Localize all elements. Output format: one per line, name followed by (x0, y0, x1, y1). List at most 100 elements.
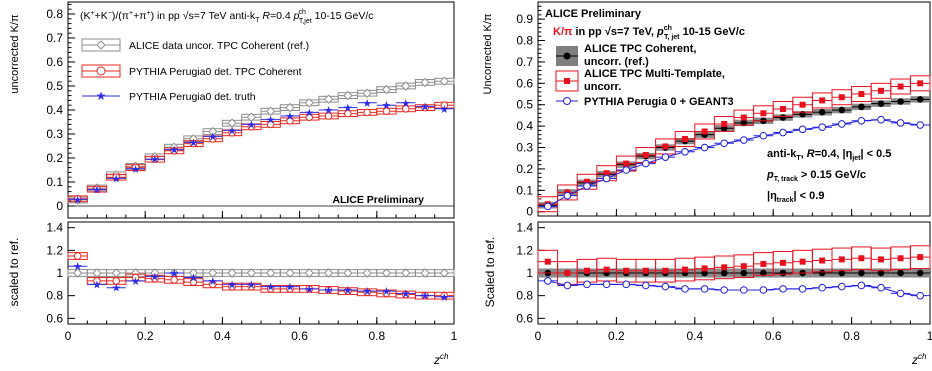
ratio-data-point: ★ (73, 261, 83, 273)
right-annotations: anti-kT, R=0.4, |ηjet| < 0.5 pT, track >… (766, 148, 891, 204)
ratio-data-point (720, 286, 729, 294)
ratio-data-point (642, 267, 649, 274)
right-legend: ALICE TPC Coherent, uncorr. (ref.) ALICE… (555, 43, 734, 108)
data-point (324, 112, 333, 120)
data-point (622, 166, 631, 174)
ratio-data-point (344, 287, 352, 295)
ratio-y-tick-label: 1.2 (516, 243, 533, 257)
data-point: ★ (150, 154, 160, 166)
ratio-data-point (228, 282, 236, 291)
ratio-data-point (838, 269, 846, 277)
y-tick-label: 0.7 (516, 55, 533, 69)
left-watermark: ALICE Preliminary (332, 194, 424, 206)
ratio-data-point (779, 269, 787, 277)
x-tick-label: 1 (927, 329, 932, 343)
ratio-data-point (877, 283, 885, 292)
ratio-data-point (701, 265, 708, 272)
y-tick-label: 0.1 (46, 175, 63, 189)
y-tick-label: 0.3 (516, 141, 533, 155)
ratio-data-point (265, 268, 276, 278)
data-point (642, 159, 650, 168)
data-point (838, 120, 846, 128)
data-point (344, 109, 352, 118)
open-circle-marker-icon (563, 97, 571, 105)
ratio-data-point (151, 274, 159, 283)
right-panel: 0 0.1 0.2 0.3 0.4 0.5 0.6 0.7 0.8 0.9 0.6 0.8 1 1.2 1… (482, 1, 932, 367)
ratio-y-tick-label: 1 (56, 266, 63, 280)
ratio-y-tick-label: 1 (526, 266, 533, 280)
ratio-data-point (740, 269, 748, 277)
legend-entry-pythia-det-tpc: PYTHIA Perugia0 det. TPC Coherent (81, 64, 302, 78)
data-point (740, 114, 747, 121)
legend-entry-pythia-geant: PYTHIA Perugia 0 + GEANT3 (556, 96, 734, 108)
ratio-data-point: ★ (169, 268, 179, 280)
data-point: ★ (73, 194, 83, 206)
data-point (584, 178, 590, 185)
ratio-data-point (878, 256, 884, 263)
ratio-data-point (819, 257, 826, 264)
data-point (304, 98, 314, 108)
data-point (285, 102, 295, 113)
data-point (780, 106, 786, 112)
ratio-data-point (382, 289, 391, 298)
ratio-data-point (92, 268, 102, 278)
ratio-data-point (72, 268, 83, 278)
data-point (877, 115, 885, 124)
data-point: ★ (420, 101, 430, 113)
data-point: ★ (324, 105, 334, 117)
data-point (208, 135, 217, 143)
ratio-y-tick-label: 1.2 (46, 243, 63, 257)
data-point (544, 202, 552, 211)
ratio-data-point (602, 280, 611, 289)
data-point (583, 182, 591, 190)
data-point (858, 91, 865, 98)
svg-text:PYTHIA Perugia0 det. truth: PYTHIA Perugia0 det. truth (129, 91, 256, 103)
right-y-axis-label: Uncorrected K/π (482, 13, 494, 94)
ratio-data-point (623, 267, 630, 274)
ratio-data-point (917, 254, 924, 261)
data-point (838, 94, 845, 101)
ratio-data-point (363, 288, 371, 297)
ratio-data-point (720, 269, 728, 277)
ratio-data-point: ★ (304, 284, 314, 296)
ratio-data-point (916, 291, 925, 300)
data-point: ★ (401, 98, 411, 110)
ratio-data-point (740, 263, 747, 270)
x-tick-label: 0 (65, 329, 72, 343)
data-point (818, 123, 827, 131)
ratio-data-point (227, 268, 237, 278)
ratio-data-point (112, 277, 121, 285)
data-point (721, 120, 728, 127)
data-point (247, 123, 256, 131)
data-point (799, 101, 806, 108)
ratio-data-point: ★ (362, 286, 372, 298)
y-tick-label: 0.7 (46, 31, 63, 45)
ratio-data-point (779, 285, 787, 293)
ratio-data-point (189, 278, 198, 286)
ratio-data-point (818, 269, 826, 277)
ratio-data-point (916, 269, 924, 277)
series-line (547, 119, 921, 207)
ratio-data-point (681, 285, 689, 293)
data-point: ★ (285, 111, 295, 123)
ratio-data-point (799, 258, 806, 265)
star-marker-icon: ★ (96, 89, 107, 103)
data-point (662, 143, 669, 150)
data-point (382, 107, 391, 115)
ratio-data-point (838, 256, 845, 263)
data-point (916, 121, 925, 129)
ratio-data-point (440, 291, 449, 300)
legend-entry-alice-tpc-multitemplate: ALICE TPC Multi-Template, uncorr. (555, 68, 725, 93)
data-point (642, 152, 649, 159)
right-ratio-y-axis-label: Scaled to ref. (483, 237, 497, 308)
ratio-data-point (760, 269, 767, 277)
y-tick-label: 0.8 (516, 34, 533, 48)
data-point: ★ (246, 119, 256, 131)
data-point (798, 125, 807, 134)
ratio-y-tick-label: 1.4 (46, 221, 63, 235)
data-point: ★ (304, 107, 314, 119)
ratio-y-tick-label: 0.8 (516, 289, 533, 303)
ratio-data-point (603, 266, 610, 273)
x-tick-label: 1 (451, 329, 458, 343)
